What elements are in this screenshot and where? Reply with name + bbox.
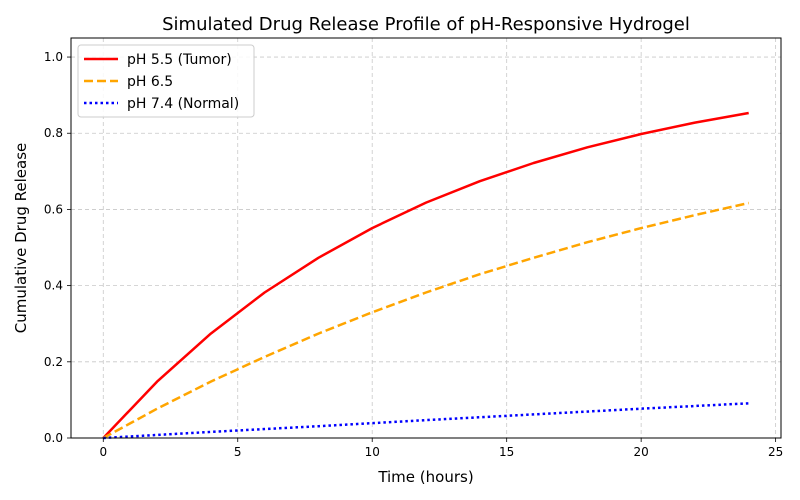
y-tick-label: 0.0 (44, 431, 63, 445)
x-tick-label: 5 (234, 445, 242, 459)
chart-title: Simulated Drug Release Profile of pH-Res… (162, 14, 690, 35)
legend: pH 5.5 (Tumor) pH 6.5 pH 7.4 (Normal) (77, 44, 255, 118)
y-tick-label: 0.6 (44, 202, 63, 216)
legend-label-0: pH 5.5 (Tumor) (127, 52, 232, 68)
y-tick-label: 1.0 (44, 50, 63, 64)
legend-label-1: pH 6.5 (127, 74, 173, 90)
y-tick-label: 0.4 (44, 279, 63, 293)
x-tick-label: 20 (634, 445, 649, 459)
y-tick-label: 0.8 (44, 126, 63, 140)
series-lines (102, 111, 749, 440)
plot-frame (70, 37, 782, 439)
y-axis-label: Cumulative Drug Release (12, 143, 30, 334)
legend-label-2: pH 7.4 (Normal) (127, 96, 239, 112)
y-tick-label: 0.2 (44, 355, 63, 369)
ticks: 0 5 10 15 20 25 0.0 0.2 0.4 0.6 0.8 1.0 (44, 50, 783, 459)
series-line-0 (102, 111, 749, 439)
legend-frame (77, 44, 255, 118)
x-tick-label: 0 (99, 445, 107, 459)
x-tick-label: 15 (499, 445, 514, 459)
x-tick-label: 25 (768, 445, 783, 459)
x-axis-label: Time (hours) (377, 468, 473, 486)
series-line-1 (102, 201, 749, 440)
x-tick-label: 10 (365, 445, 380, 459)
